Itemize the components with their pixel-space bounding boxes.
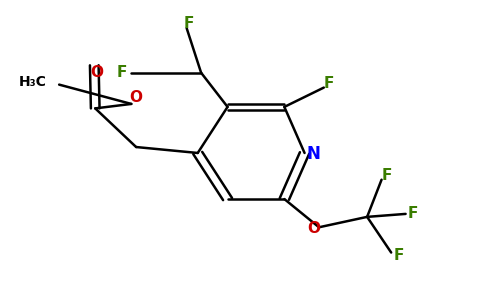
Text: F: F [381, 168, 392, 183]
Text: N: N [306, 146, 320, 164]
Text: F: F [323, 76, 334, 91]
Text: O: O [130, 91, 143, 106]
Text: F: F [184, 16, 194, 31]
Text: F: F [408, 206, 418, 221]
Text: O: O [308, 221, 321, 236]
Text: O: O [90, 65, 103, 80]
Text: H₃C: H₃C [19, 75, 47, 88]
Text: F: F [116, 65, 126, 80]
Text: F: F [393, 248, 404, 263]
